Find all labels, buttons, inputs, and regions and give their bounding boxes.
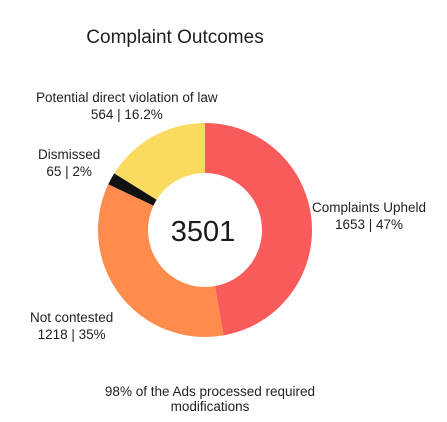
label-violation-name: Potential direct violation of law [36,90,218,105]
label-not-contested-value: 1218 | 35% [37,327,106,342]
slice-dismissed [108,173,157,206]
label-dismissed-name: Dismissed [38,147,101,162]
label-upheld-value: 1653 | 47% [335,217,404,232]
label-violation: Potential direct violation of law 564 | … [36,89,218,123]
slice-complaints-upheld [205,123,312,336]
label-not-contested: Not contested 1218 | 35% [30,309,113,343]
footnote-line-1: 98% of the Ads processed required [104,384,316,399]
footnote-line-2: modifications [170,399,250,414]
label-upheld-name: Complaints Upheld [312,200,427,215]
center-total: 3501 [171,216,236,248]
label-dismissed-value: 65 | 2% [46,164,92,179]
footnote: 98% of the Ads processed required modifi… [0,384,420,414]
label-dismissed: Dismissed 65 | 2% [38,146,100,180]
chart-title: Complaint Outcomes [86,27,264,48]
slice-not-contested [97,184,224,337]
label-violation-value: 564 | 16.2% [90,107,163,122]
slice-potential-direct-violation-of-law [114,123,205,200]
label-upheld: Complaints Upheld 1653 | 47% [312,199,426,233]
label-not-contested-name: Not contested [30,310,114,325]
